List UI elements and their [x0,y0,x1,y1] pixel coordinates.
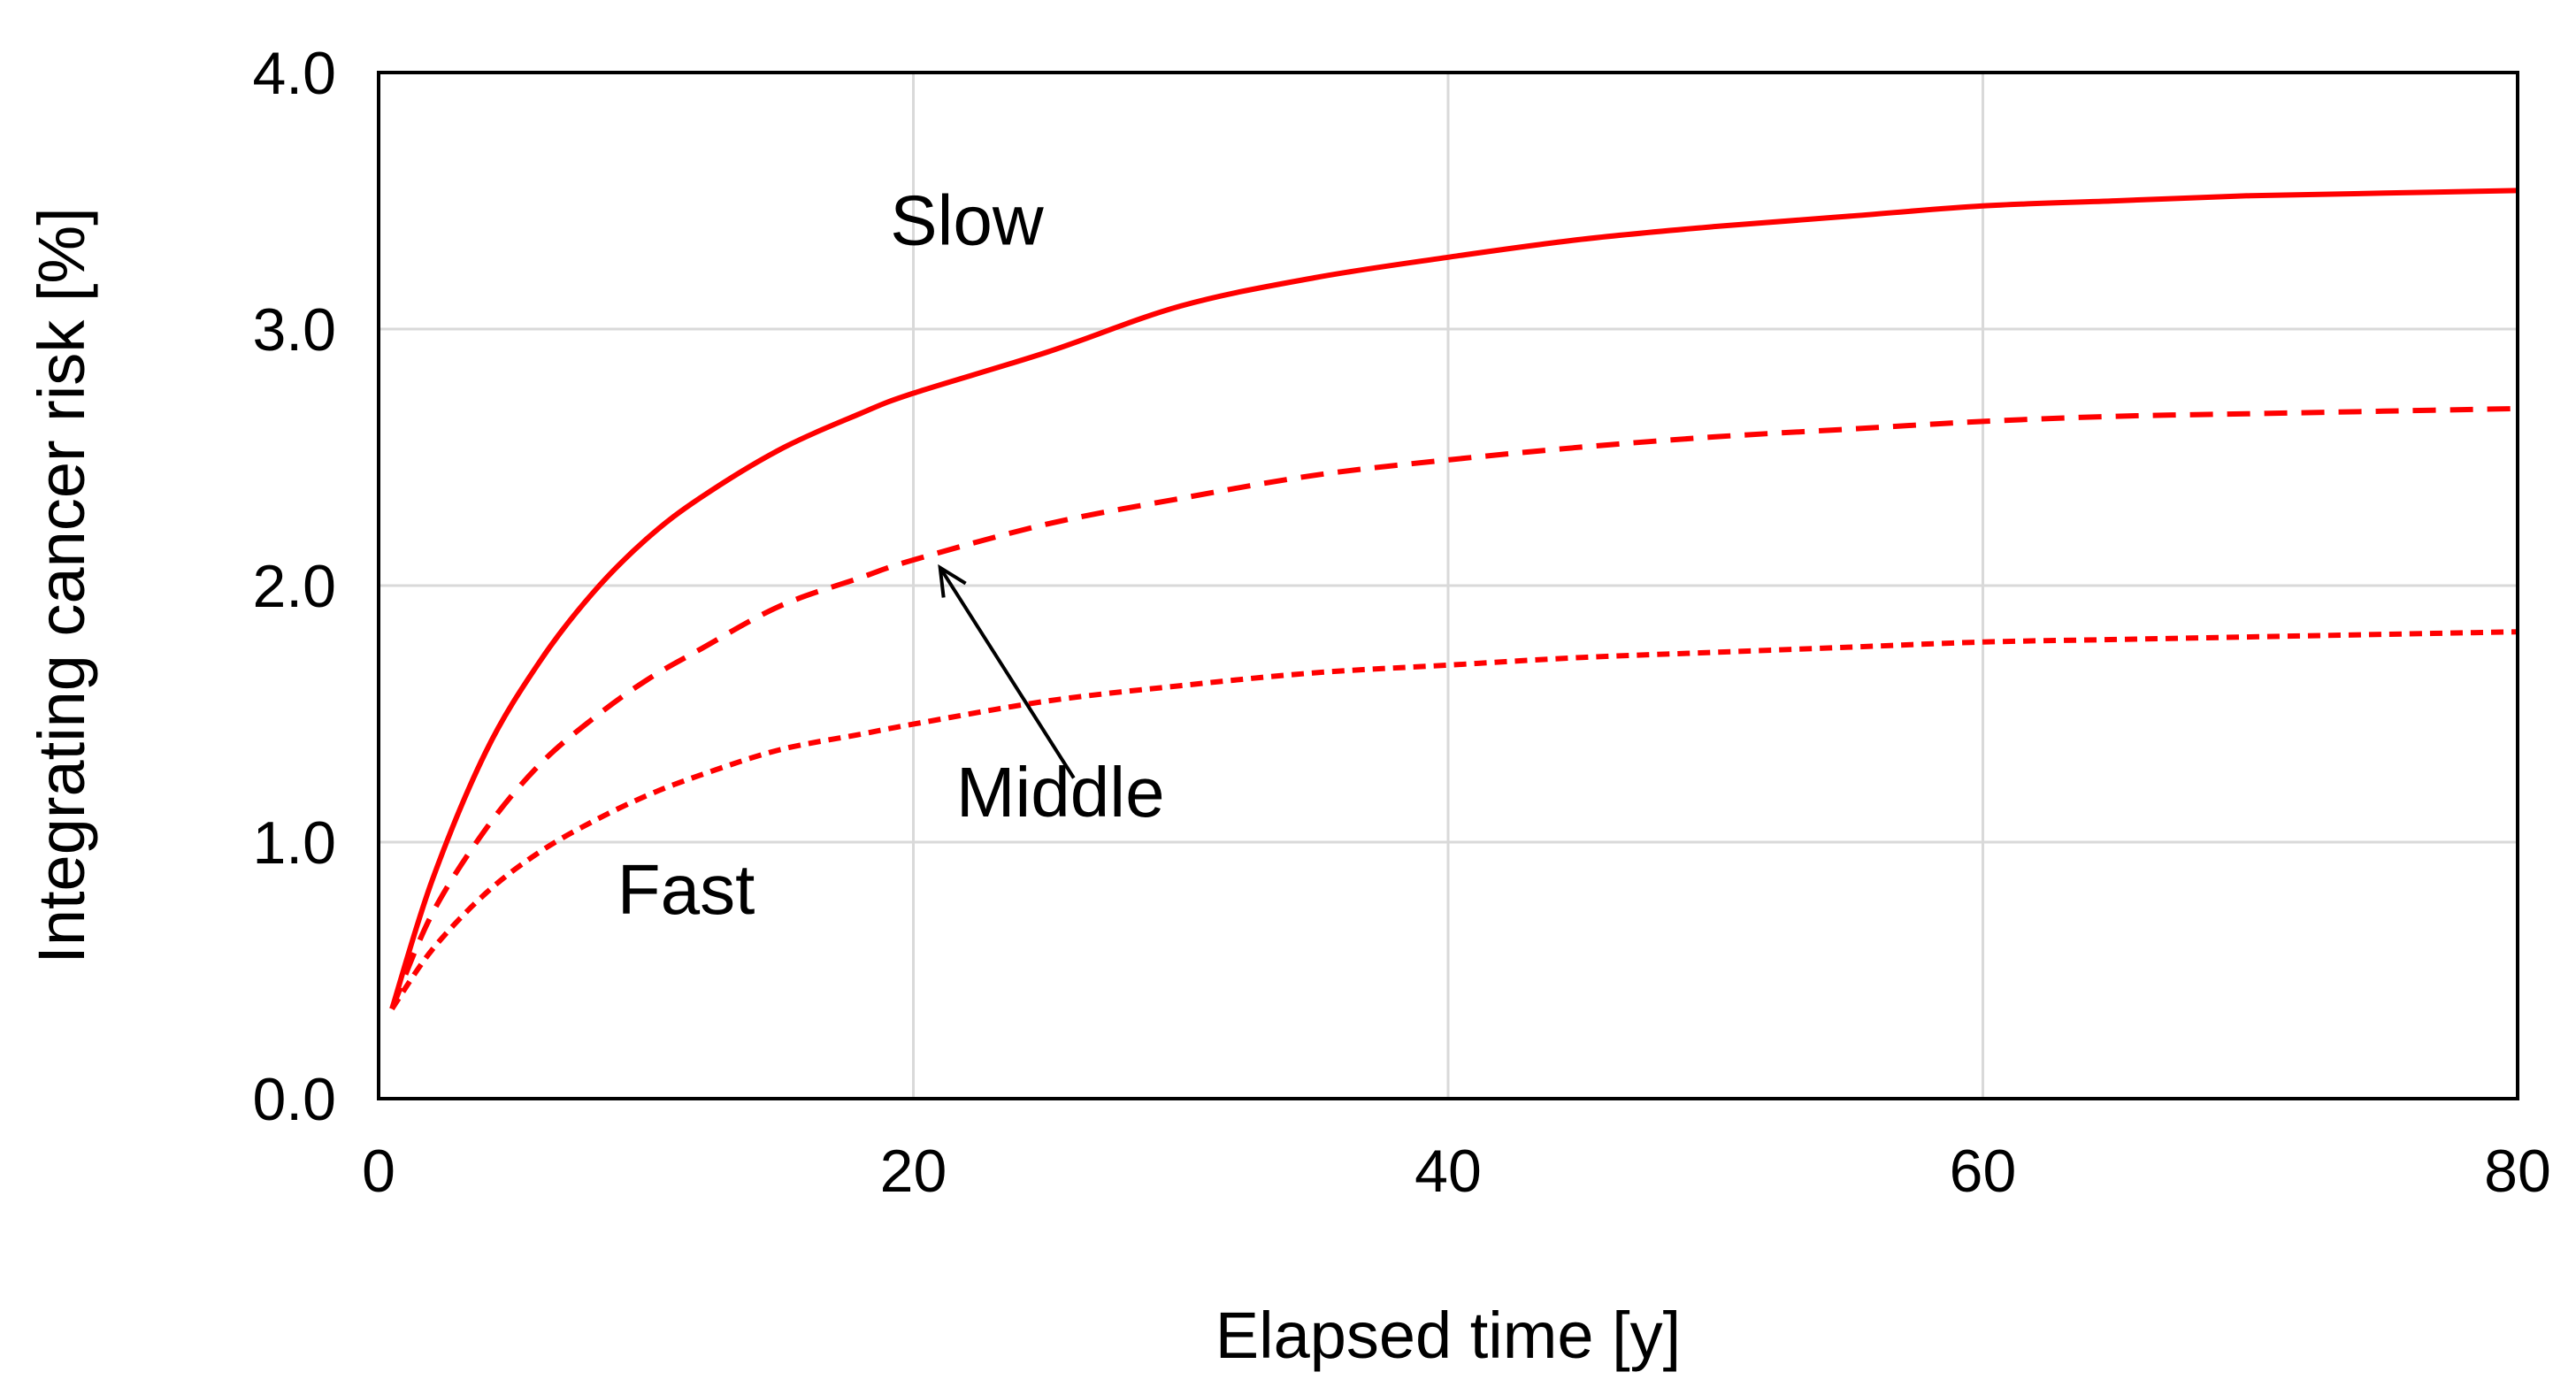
series-line-slow [389,188,2518,1010]
y-tick-label: 0.0 [252,1066,336,1133]
series-line-middle [389,405,2518,1010]
x-tick-label: 60 [1950,1138,2017,1205]
annotation-middle: Middle [956,753,1165,832]
y-tick-label: 2.0 [252,553,336,620]
x-tick-label: 20 [880,1138,947,1205]
middle-arrow [938,563,1076,779]
y-tick-label: 1.0 [252,809,336,877]
series-line-fast [389,629,2518,1011]
y-axis-title: Integrating cancer risk [%] [25,207,98,963]
annotation-slow: Slow [890,180,1044,259]
series-curves [389,188,2518,1011]
grid-lines [379,73,2518,1099]
arrow-shaft [939,566,1076,779]
y-axis-ticks: 0.0 1.0 2.0 3.0 4.0 [252,40,336,1133]
x-tick-label: 80 [2484,1138,2551,1205]
x-tick-label: 0 [362,1138,395,1205]
x-axis-title: Elapsed time [y] [1215,1299,1681,1372]
series-annotations: Slow Middle Fast [617,180,1165,929]
x-axis-ticks: 0 20 40 60 80 [362,1138,2551,1205]
arrow-head [938,563,967,598]
plot-area-frame [377,71,2519,1100]
annotation-fast: Fast [617,850,755,929]
y-tick-label: 3.0 [252,296,336,364]
y-tick-label: 4.0 [252,40,336,107]
x-tick-label: 40 [1414,1138,1482,1205]
